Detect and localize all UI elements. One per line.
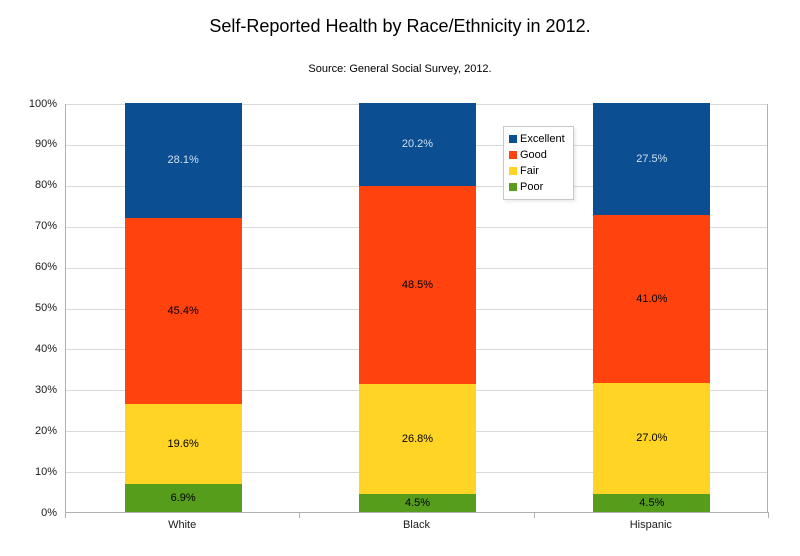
legend-label: Good bbox=[520, 149, 547, 161]
y-tick-label: 100% bbox=[28, 97, 57, 110]
data-label: 28.1% bbox=[167, 154, 199, 167]
legend-swatch-icon bbox=[509, 183, 517, 191]
bar-segment-good-hispanic: 41.0% bbox=[593, 215, 711, 384]
bar-segment-poor-black: 4.5% bbox=[359, 493, 476, 512]
chart-subtitle: Source: General Social Survey, 2012. bbox=[308, 63, 492, 75]
y-tick-label: 40% bbox=[34, 342, 57, 355]
y-tick-label: 0% bbox=[41, 506, 57, 519]
legend-swatch-icon bbox=[509, 135, 517, 143]
plot-area: 6.9% 19.6% 45.4% 28.1% 4.5% 26.8% 48.5% 20.2% 4.… bbox=[65, 103, 768, 513]
y-tick-label: 20% bbox=[34, 424, 57, 437]
legend-item-good: Good bbox=[509, 147, 565, 163]
y-tick-label: 10% bbox=[34, 465, 57, 478]
bar-segment-excellent-black: 20.2% bbox=[359, 103, 476, 186]
legend-item-fair: Fair bbox=[509, 163, 565, 179]
data-label: 27.5% bbox=[636, 153, 668, 166]
y-tick-label: 70% bbox=[34, 220, 57, 233]
legend-label: Excellent bbox=[520, 133, 565, 145]
data-label: 48.5% bbox=[401, 278, 434, 291]
legend-label: Fair bbox=[520, 165, 539, 177]
bar-segment-fair-white: 19.6% bbox=[124, 403, 242, 484]
data-label: 41.0% bbox=[636, 293, 668, 306]
y-tick-label: 30% bbox=[34, 383, 57, 396]
y-tick-label: 80% bbox=[34, 179, 57, 192]
x-category-label: Hispanic bbox=[629, 519, 672, 531]
bar-segment-poor-white: 6.9% bbox=[124, 483, 242, 512]
legend-swatch-icon bbox=[509, 151, 517, 159]
x-axis-tick bbox=[768, 512, 769, 518]
x-axis-tick bbox=[65, 512, 66, 518]
legend-item-excellent: Excellent bbox=[509, 131, 565, 147]
bar-segment-fair-hispanic: 27.0% bbox=[593, 383, 711, 494]
data-label: 19.6% bbox=[167, 437, 199, 450]
bar-segment-good-black: 48.5% bbox=[359, 185, 476, 384]
data-label: 45.4% bbox=[167, 304, 199, 317]
y-tick-label: 60% bbox=[34, 261, 57, 274]
data-label: 20.2% bbox=[401, 138, 434, 151]
data-label: 26.8% bbox=[401, 432, 434, 445]
legend: Excellent Good Fair Poor bbox=[503, 126, 574, 200]
legend-item-poor: Poor bbox=[509, 179, 565, 195]
bar-segment-poor-hispanic: 4.5% bbox=[593, 493, 711, 512]
x-axis-tick bbox=[299, 512, 301, 518]
x-axis-tick bbox=[533, 512, 535, 518]
data-label: 6.9% bbox=[170, 491, 196, 504]
x-category-label: White bbox=[168, 519, 197, 531]
bar-segment-excellent-white: 28.1% bbox=[124, 103, 242, 218]
legend-swatch-icon bbox=[509, 167, 517, 175]
bar-segment-fair-black: 26.8% bbox=[359, 384, 476, 494]
data-label: 4.5% bbox=[404, 496, 431, 509]
y-tick-label: 90% bbox=[34, 138, 57, 151]
chart-title: Self-Reported Health by Race/Ethnicity i… bbox=[209, 16, 591, 36]
y-tick-label: 50% bbox=[34, 302, 57, 314]
data-label: 4.5% bbox=[639, 496, 665, 509]
bar-segment-excellent-hispanic: 27.5% bbox=[593, 103, 711, 216]
data-label: 27.0% bbox=[636, 432, 668, 445]
x-category-label: Black bbox=[403, 519, 430, 531]
legend-label: Poor bbox=[520, 181, 544, 193]
bar-segment-good-white: 45.4% bbox=[124, 217, 242, 404]
